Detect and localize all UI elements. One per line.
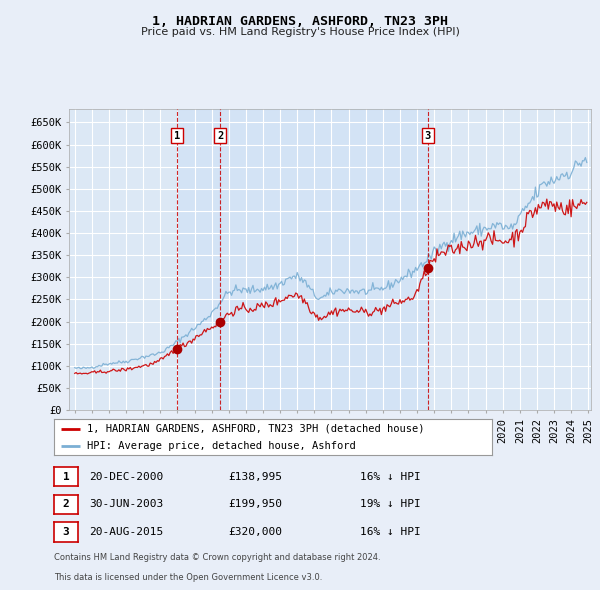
- Text: 30-JUN-2003: 30-JUN-2003: [89, 500, 163, 509]
- Text: 1: 1: [174, 131, 180, 140]
- Text: £320,000: £320,000: [228, 527, 282, 537]
- Text: Price paid vs. HM Land Registry's House Price Index (HPI): Price paid vs. HM Land Registry's House …: [140, 27, 460, 37]
- Text: 2: 2: [217, 131, 223, 140]
- Text: This data is licensed under the Open Government Licence v3.0.: This data is licensed under the Open Gov…: [54, 573, 322, 582]
- Text: 2: 2: [62, 500, 70, 509]
- Text: 1: 1: [62, 472, 70, 481]
- Text: 3: 3: [425, 131, 431, 140]
- Text: Contains HM Land Registry data © Crown copyright and database right 2024.: Contains HM Land Registry data © Crown c…: [54, 553, 380, 562]
- Text: 3: 3: [62, 527, 70, 537]
- Text: £138,995: £138,995: [228, 472, 282, 481]
- Text: 1, HADRIAN GARDENS, ASHFORD, TN23 3PH: 1, HADRIAN GARDENS, ASHFORD, TN23 3PH: [152, 15, 448, 28]
- Bar: [177, 109, 220, 410]
- Text: HPI: Average price, detached house, Ashford: HPI: Average price, detached house, Ashf…: [87, 441, 356, 451]
- Text: 16% ↓ HPI: 16% ↓ HPI: [360, 472, 421, 481]
- Text: 20-DEC-2000: 20-DEC-2000: [89, 472, 163, 481]
- Text: 1, HADRIAN GARDENS, ASHFORD, TN23 3PH (detached house): 1, HADRIAN GARDENS, ASHFORD, TN23 3PH (d…: [87, 424, 424, 434]
- Text: £199,950: £199,950: [228, 500, 282, 509]
- Text: 20-AUG-2015: 20-AUG-2015: [89, 527, 163, 537]
- Bar: [220, 109, 428, 410]
- Text: 19% ↓ HPI: 19% ↓ HPI: [360, 500, 421, 509]
- Text: 16% ↓ HPI: 16% ↓ HPI: [360, 527, 421, 537]
